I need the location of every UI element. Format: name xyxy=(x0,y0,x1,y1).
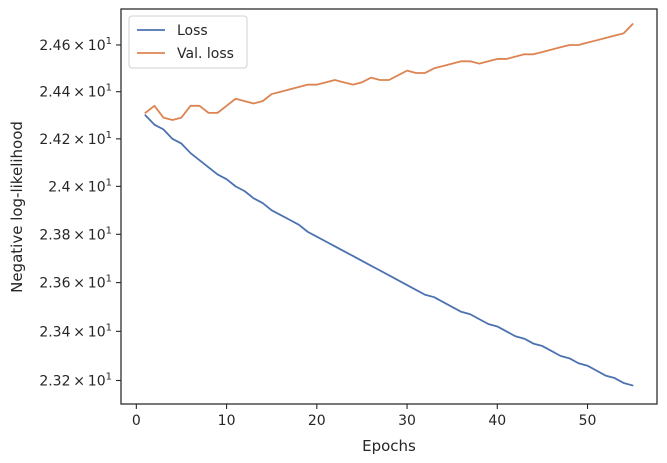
y-tick-label: 2.42 × 101 xyxy=(39,130,112,148)
x-tick-label: 20 xyxy=(308,413,326,429)
plot-frame xyxy=(120,8,658,405)
y-tick-label: 2.36 × 101 xyxy=(39,274,112,292)
x-tick-label: 10 xyxy=(218,413,236,429)
y-tick-label: 2.38 × 101 xyxy=(39,225,112,243)
y-tick-label: 2.44 × 101 xyxy=(39,83,112,101)
legend-label-val-loss: Val. loss xyxy=(177,46,234,62)
y-axis-ticks: 2.32 × 101 2.34 × 101 2.36 × 101 2.38 × 101… xyxy=(39,36,121,390)
y-tick-label: 2.34 × 101 xyxy=(39,322,112,340)
legend-label-loss: Loss xyxy=(177,23,208,39)
legend-box xyxy=(128,15,248,69)
x-tick-label: 50 xyxy=(579,413,597,429)
y-tick-label: 2.46 × 101 xyxy=(39,36,112,54)
x-axis-ticks: 0 10 20 30 40 50 xyxy=(132,404,597,429)
x-tick-label: 40 xyxy=(488,413,506,429)
y-axis-label: Negative log-likelihood xyxy=(8,121,26,293)
series-line-val-loss xyxy=(144,23,634,121)
y-tick-label: 2.32 × 101 xyxy=(39,372,112,390)
series-line-loss xyxy=(144,114,634,387)
legend[interactable]: Loss Val. loss xyxy=(128,15,248,69)
plot-area: 0 10 20 30 40 50 2.32 × 101 2.34 × 101 2.36 × 1… xyxy=(39,8,658,429)
x-tick-label: 0 xyxy=(132,413,141,429)
x-axis-label: Epochs xyxy=(362,437,416,455)
series-layer xyxy=(144,23,634,387)
x-tick-label: 30 xyxy=(398,413,416,429)
y-tick-label: 2.4 × 101 xyxy=(48,177,112,195)
